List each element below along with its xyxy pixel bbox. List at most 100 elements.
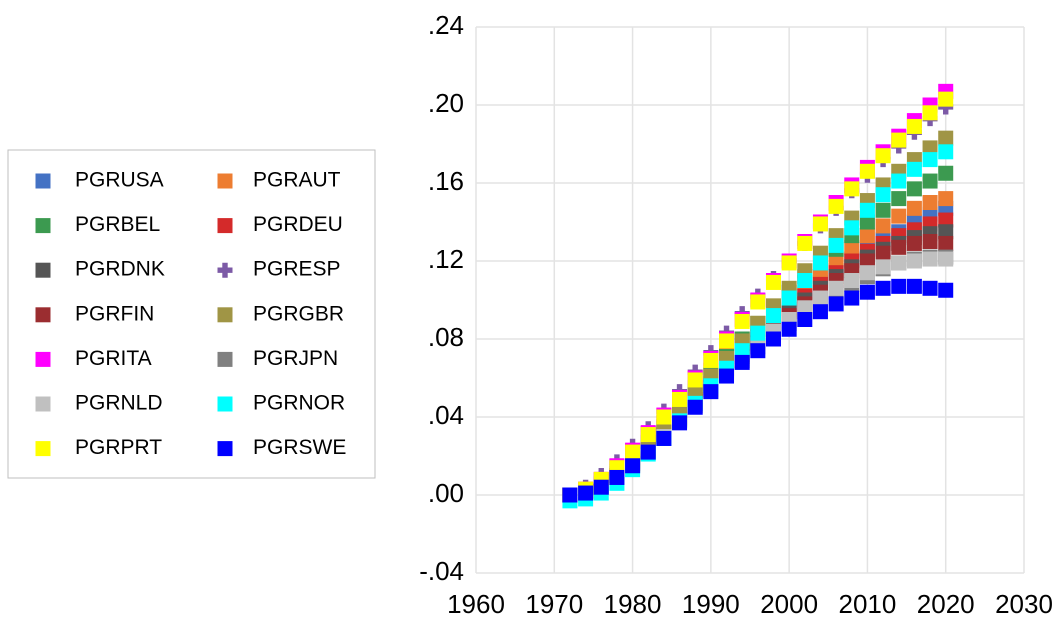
y-tick-label: -.04	[419, 556, 464, 586]
legend-label: PGRJPN	[253, 347, 338, 370]
data-point	[625, 458, 641, 474]
data-point	[859, 202, 875, 218]
data-point	[859, 284, 875, 300]
data-point	[859, 163, 875, 179]
legend-label: PGRITA	[75, 347, 152, 370]
data-point	[828, 237, 844, 253]
legend-label: PGRESP	[253, 258, 341, 281]
data-point	[844, 273, 860, 288]
data-point	[906, 161, 922, 177]
data-point	[578, 485, 594, 501]
x-tick-label: 2030	[995, 589, 1053, 619]
data-point	[719, 333, 735, 349]
data-point	[922, 251, 938, 267]
legend-label: PGRNOR	[253, 392, 345, 415]
legend-marker	[217, 262, 233, 278]
data-point	[938, 235, 954, 251]
data-point	[562, 487, 578, 503]
x-tick-label: 1990	[682, 589, 740, 619]
data-point	[922, 195, 938, 210]
data-point	[797, 273, 813, 288]
legend-marker	[35, 441, 51, 457]
legend-label: PGRDEU	[253, 213, 343, 236]
data-point	[891, 255, 907, 271]
data-point	[703, 384, 719, 400]
data-point	[812, 255, 828, 271]
data-point	[844, 290, 860, 306]
legend-marker	[217, 218, 233, 234]
data-point	[765, 331, 781, 347]
legend-marker	[35, 396, 51, 412]
legend-marker	[217, 307, 233, 323]
data-point	[906, 253, 922, 269]
data-point	[734, 354, 750, 370]
data-point	[875, 218, 891, 234]
legend-box	[7, 149, 376, 479]
data-point	[938, 99, 954, 115]
data-point	[734, 343, 750, 359]
y-tick-label: .08	[428, 322, 464, 352]
data-point	[797, 300, 813, 316]
data-point	[609, 469, 625, 485]
data-point	[703, 352, 719, 368]
data-point	[765, 308, 781, 324]
data-point	[828, 280, 844, 296]
data-point	[812, 290, 828, 306]
data-point	[859, 214, 875, 230]
data-point	[781, 290, 797, 306]
legend-label: PGRNLD	[75, 392, 163, 415]
data-point	[922, 152, 938, 168]
data-point	[938, 165, 954, 181]
data-point	[875, 280, 891, 296]
y-tick-label: .16	[428, 166, 464, 196]
data-point	[922, 173, 938, 189]
legend-marker	[35, 351, 51, 367]
data-point	[891, 173, 907, 189]
legend-marker	[217, 351, 233, 367]
data-point	[812, 304, 828, 320]
x-tick-label: 2010	[839, 589, 897, 619]
data-point	[906, 200, 922, 216]
data-point	[781, 321, 797, 337]
data-point	[922, 234, 938, 249]
data-point	[922, 280, 938, 296]
data-point	[938, 144, 954, 160]
data-point	[797, 235, 813, 251]
x-tick-label: 1980	[604, 589, 662, 619]
data-point	[875, 148, 891, 164]
data-point	[891, 191, 907, 207]
data-point	[938, 282, 954, 298]
y-tick-label: .12	[428, 244, 464, 274]
legend-label: PGRUSA	[75, 169, 164, 192]
data-point	[750, 325, 766, 341]
y-tick-label: .20	[428, 88, 464, 118]
legend-label: PGRFIN	[75, 302, 154, 325]
x-tick-label: 1970	[525, 589, 583, 619]
data-point	[859, 253, 875, 269]
legend-label: PGRDNK	[75, 258, 165, 281]
data-point	[828, 296, 844, 312]
legend-label: PGRSWE	[253, 436, 346, 459]
data-point	[906, 235, 922, 251]
data-point	[750, 294, 766, 310]
legend-label: PGRGBR	[253, 302, 344, 325]
data-point	[844, 181, 860, 197]
data-point	[938, 212, 954, 228]
data-point	[656, 430, 672, 446]
data-point	[844, 239, 860, 255]
data-point	[719, 368, 735, 384]
data-point	[906, 118, 922, 134]
data-point	[640, 444, 656, 460]
x-tick-label: 1960	[447, 589, 505, 619]
data-point	[875, 245, 891, 261]
data-point	[656, 409, 672, 425]
data-point	[859, 265, 875, 281]
data-point	[687, 372, 703, 388]
data-point	[891, 278, 907, 294]
legend-marker	[217, 441, 233, 457]
data-point	[844, 220, 860, 236]
data-point	[875, 202, 891, 218]
legend-marker	[217, 396, 233, 412]
data-point	[750, 343, 766, 359]
